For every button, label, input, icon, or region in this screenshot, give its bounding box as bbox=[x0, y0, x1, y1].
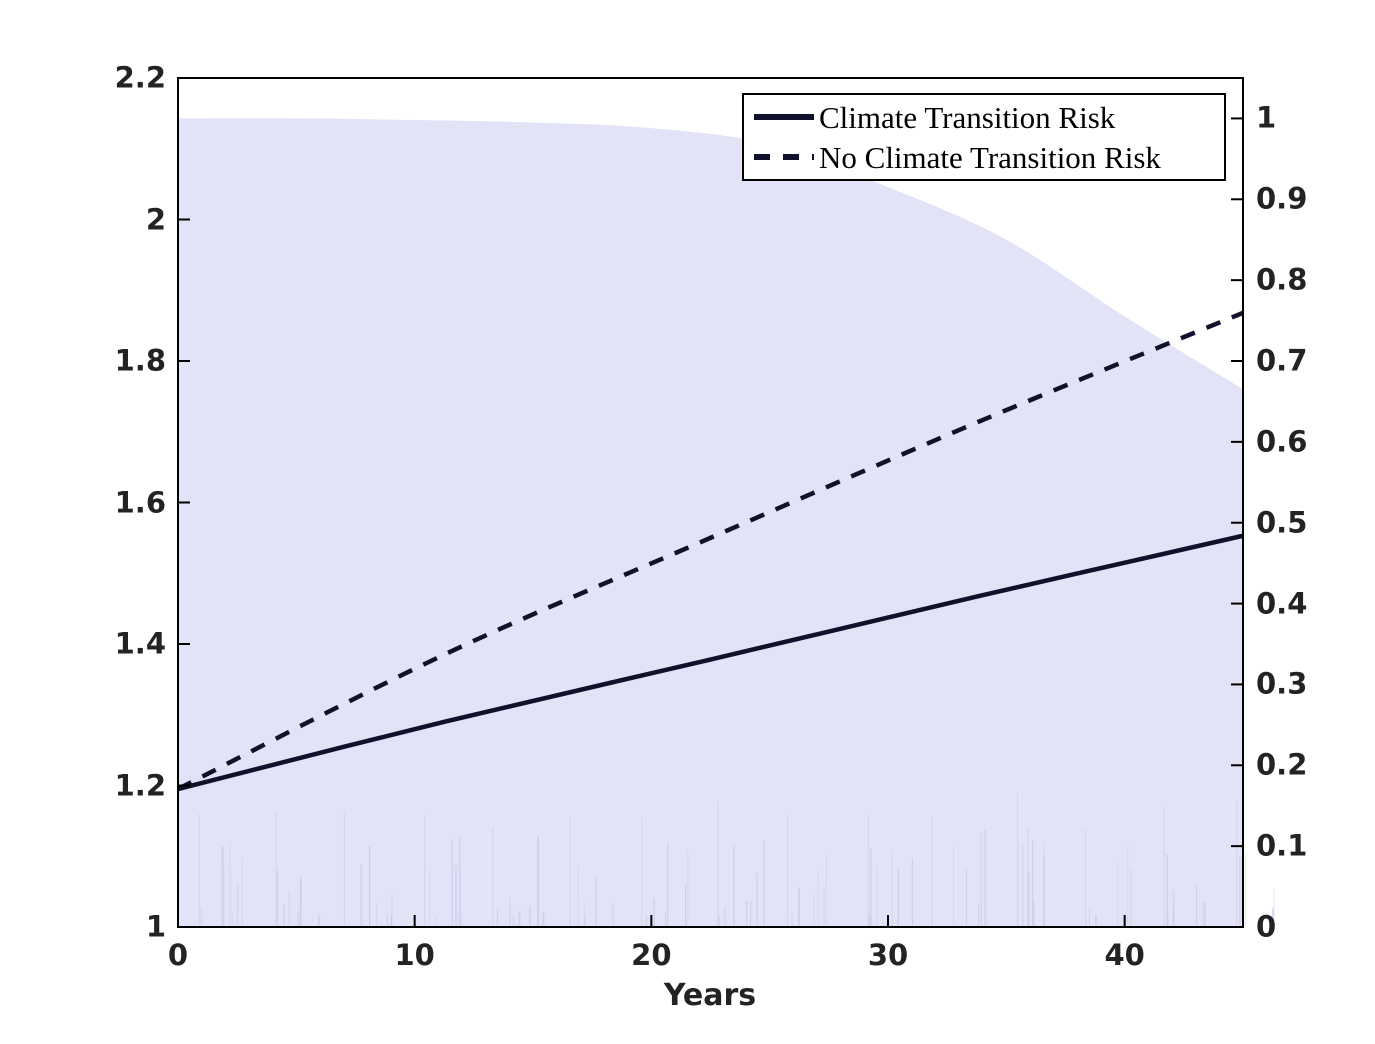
no-climate-transition-risk-line bbox=[176, 310, 1244, 792]
left-axis-tick-label: 1.6 bbox=[114, 485, 166, 519]
right-axis-tick-label: 0.7 bbox=[1256, 343, 1308, 378]
right-axis-tick-label: 0.2 bbox=[1256, 747, 1308, 782]
right-axis-tick-label: 0.1 bbox=[1256, 828, 1308, 863]
x-axis-tick-label: 10 bbox=[394, 938, 435, 972]
legend-label: Climate Transition Risk bbox=[819, 99, 1116, 135]
shaded-region bbox=[178, 118, 1243, 928]
x-axis-tick-label: 20 bbox=[631, 938, 672, 972]
x-axis-title: Years bbox=[663, 978, 757, 1013]
right-axis-tick-label: 0.6 bbox=[1256, 424, 1308, 459]
dashed-line-sample-icon bbox=[754, 154, 814, 160]
x-axis-tick-label: 40 bbox=[1104, 938, 1145, 972]
legend-entry-no-climate-transition-risk: No Climate Transition Risk bbox=[754, 137, 1218, 177]
left-axis-tick-label: 1.8 bbox=[114, 343, 166, 378]
right-axis-tick-label: 0.4 bbox=[1256, 586, 1308, 621]
right-axis-tick-label: 0.5 bbox=[1256, 505, 1308, 540]
solid-line-sample-icon bbox=[754, 114, 814, 120]
left-axis-tick-label: 1 bbox=[145, 909, 166, 944]
climate-transition-risk-line bbox=[177, 533, 1244, 792]
right-axis-tick-label: 0.3 bbox=[1256, 666, 1308, 701]
right-axis-tick-label: 1 bbox=[1256, 100, 1277, 135]
legend: Climate Transition Risk No Climate Trans… bbox=[742, 93, 1226, 181]
right-axis-tick-label: 0.9 bbox=[1256, 181, 1308, 216]
x-axis-tick-label: 30 bbox=[867, 938, 909, 972]
right-axis-tick-label: 0 bbox=[1256, 909, 1277, 944]
right-axis-tick-label: 0.8 bbox=[1256, 262, 1308, 297]
left-axis-tick-label: 1.4 bbox=[114, 626, 166, 661]
area-texture-streaks bbox=[198, 792, 1275, 926]
left-axis-tick-label: 2.2 bbox=[114, 60, 166, 95]
x-axis-tick-label: 0 bbox=[167, 938, 189, 972]
legend-label: No Climate Transition Risk bbox=[819, 139, 1161, 175]
plot-frame bbox=[177, 77, 1244, 928]
left-axis-tick-label: 2 bbox=[145, 202, 166, 236]
left-axis-tick-label: 1.2 bbox=[114, 768, 166, 802]
legend-entry-climate-transition-risk: Climate Transition Risk bbox=[754, 97, 1218, 137]
